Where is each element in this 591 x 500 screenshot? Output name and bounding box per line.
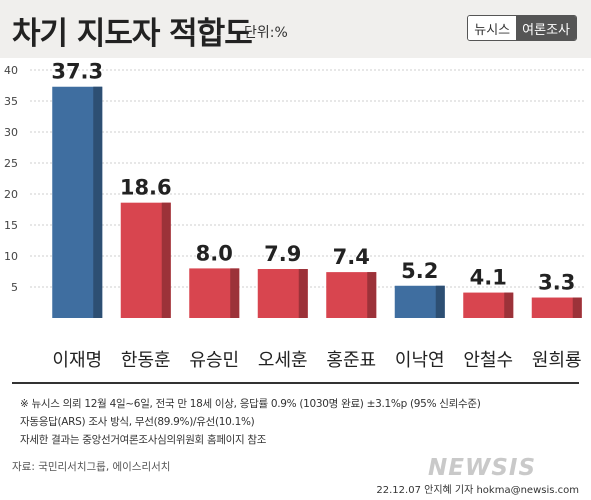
source-text: 자료: 국민리서치그룹, 에이스리서치 <box>12 461 171 473</box>
category-label: 이낙연 <box>395 350 445 371</box>
y-tick-label: 40 <box>4 64 18 77</box>
value-label: 37.3 <box>51 60 103 84</box>
baseline-rule <box>12 382 579 384</box>
bar-shade <box>367 272 377 318</box>
value-label: 4.1 <box>470 266 507 290</box>
survey-notes: ※ 뉴시스 의뢰 12월 4일~6일, 전국 만 18세 이상, 응답률 0.9… <box>20 395 580 449</box>
value-label: 3.3 <box>538 271 575 295</box>
value-label: 7.4 <box>333 245 370 269</box>
category-label: 한동훈 <box>121 350 171 371</box>
bar <box>531 297 582 318</box>
y-tick-label: 15 <box>4 219 18 232</box>
bar-shade <box>435 285 445 318</box>
chart-title: 차기 지도자 적합도 <box>12 16 253 52</box>
bar-shade <box>572 297 582 318</box>
value-label: 8.0 <box>196 241 233 265</box>
note-line: 자세한 결과는 중앙선거여론조사심의위원회 홈페이지 참조 <box>20 434 267 446</box>
y-tick-label: 30 <box>4 126 18 139</box>
bar-shade <box>504 292 514 318</box>
brand-badge: 뉴시스 여론조사 <box>467 15 577 41</box>
value-label: 18.6 <box>120 176 172 200</box>
note-line: 자동응답(ARS) 조사 방식, 무선(89.9%)/유선(10.1%) <box>20 416 255 428</box>
brand-newsis: 뉴시스 <box>468 16 517 40</box>
bar-shade <box>230 268 240 318</box>
category-label: 홍준표 <box>326 350 376 371</box>
y-tick-label: 5 <box>11 281 18 294</box>
bar-chart: 5 10 15 20 25 30 35 40 37.3 이재명 18.6 한동훈 8.0 유승민 7.9 오세… <box>4 60 585 371</box>
y-tick-label: 25 <box>4 157 18 170</box>
bar-shade <box>298 269 308 318</box>
credit-text: 22.12.07 안지혜 기자 hokma@newsis.com <box>376 485 579 496</box>
bar-shade <box>93 86 103 319</box>
value-label: 5.2 <box>401 259 438 283</box>
category-label: 원희룡 <box>532 350 582 371</box>
unit-label: 단위:% <box>244 25 288 41</box>
y-tick-label: 10 <box>4 250 18 263</box>
header: 차기 지도자 적합도 단위:% 뉴시스 여론조사 <box>0 0 591 58</box>
brand-poll: 여론조사 <box>516 16 576 40</box>
newsis-logo: NEWSIS <box>428 455 537 481</box>
category-label: 유승민 <box>189 350 239 371</box>
note-line: ※ 뉴시스 의뢰 12월 4일~6일, 전국 만 18세 이상, 응답률 0.9… <box>20 398 481 410</box>
y-tick-label: 20 <box>4 188 18 201</box>
y-tick-label: 35 <box>4 95 18 108</box>
category-label: 안철수 <box>463 350 513 371</box>
category-label: 이재명 <box>52 350 102 371</box>
category-label: 오세훈 <box>258 350 308 371</box>
value-label: 7.9 <box>264 242 301 266</box>
bar-shade <box>161 202 171 318</box>
